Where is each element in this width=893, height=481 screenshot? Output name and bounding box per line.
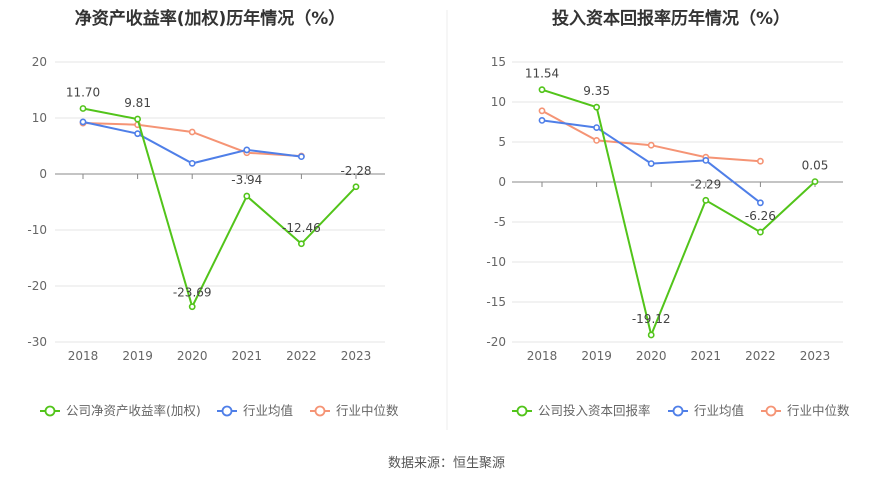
data-point-industry_avg [757,199,764,207]
y-tick-label: -10 [486,255,506,269]
data-label: 11.70 [66,85,100,99]
chart-title: 投入资本回报率历年情况（%） [552,8,790,29]
chart-2: 投入资本回报率历年情况（%） 15 10 5 0 -5 -10 -15 -20 2018 2019 2… [486,8,850,418]
y-tick-label: -20 [27,279,47,293]
legend-label: 公司净资产收益率(加权) [66,403,201,418]
data-point-company [593,103,600,111]
data-label: 11.54 [525,67,559,81]
data-point-company [352,183,360,191]
legend-label: 行业均值 [694,403,744,418]
data-point-company [811,178,819,185]
data-point-industry_median [188,128,196,136]
data-source: 数据来源：恒生聚源 [387,456,505,471]
x-tick-label: 2022 [745,349,776,363]
chart-1: 净资产收益率(加权)历年情况（%） 20 10 0 -10 -20 -30 2018 2019 2… [27,8,399,418]
legend-marker [672,405,684,417]
y-tick-label: -20 [486,335,506,349]
series-line-industry_median [541,109,761,163]
series-line-company [82,107,357,310]
y-tick-label: -15 [486,295,506,309]
y-tick-label: -5 [494,215,506,229]
x-tick-label: 2023 [800,349,831,363]
legend-marker [221,405,233,417]
data-point-industry_avg [593,124,600,131]
legend-marker [44,405,56,417]
data-point-company [757,228,764,236]
x-tick-label: 2022 [286,349,317,363]
y-tick-label: 0 [498,175,506,189]
x-tick-label: 2019 [122,349,153,363]
data-label: -2.29 [690,177,721,191]
data-label: -6.26 [745,209,776,223]
data-point-company [702,196,710,204]
data-label: -3.94 [231,173,262,187]
data-point-company [243,192,251,200]
data-point-company [188,303,196,311]
x-tick-label: 2021 [232,349,263,363]
legend-marker [765,405,777,417]
legend-label: 行业均值 [243,403,293,418]
data-point-company [647,331,655,339]
data-label: -2.28 [340,164,371,178]
data-label: 0.05 [802,159,829,173]
data-point-industry_median [757,157,764,165]
y-tick-label: 10 [32,111,47,125]
y-tick-label: 5 [498,135,506,149]
legend-marker [314,405,326,417]
y-tick-label: 20 [32,55,47,69]
legend-marker [516,405,528,417]
legend-label: 行业中位数 [787,403,850,418]
series-line-industry_avg [82,120,302,165]
x-tick-label: 2020 [636,349,667,363]
x-tick-label: 2018 [527,349,558,363]
y-tick-label: 15 [491,55,506,69]
data-point-industry_avg [134,130,141,138]
y-tick-label: 0 [39,167,47,181]
data-point-industry_avg [79,118,87,126]
data-point-industry_median [593,136,600,144]
data-label: -12.46 [282,221,321,235]
data-label: 9.81 [124,96,151,110]
charts-canvas: 净资产收益率(加权)历年情况（%） 20 10 0 -10 -20 -30 2018 2019 2… [27,8,850,430]
y-tick-label: -30 [27,335,47,349]
x-tick-label: 2023 [341,349,372,363]
data-label: -23.69 [173,286,212,300]
x-tick-label: 2020 [177,349,208,363]
legend-label: 行业中位数 [336,403,399,418]
data-point-company [134,115,141,123]
y-tick-label: 10 [491,95,506,109]
data-point-industry_median [647,141,655,149]
data-point-industry_avg [243,146,251,154]
x-tick-label: 2019 [581,349,612,363]
data-label: 9.35 [583,84,610,98]
data-label: -19.12 [632,312,671,326]
data-point-company [538,86,546,94]
data-point-company [297,240,305,248]
data-point-industry_avg [188,159,196,167]
data-point-company [79,105,87,112]
chart-title: 净资产收益率(加权)历年情况（%） [75,8,346,29]
series-line-company [541,88,816,339]
data-point-industry_avg [538,117,546,124]
data-point-industry_avg [702,156,710,164]
data-point-industry_avg [647,160,655,167]
legend-label: 公司投入资本回报率 [538,403,651,418]
x-tick-label: 2018 [68,349,99,363]
x-tick-label: 2021 [691,349,722,363]
data-point-industry_median [538,107,546,115]
data-point-industry_avg [297,153,305,161]
y-tick-label: -10 [27,223,47,237]
